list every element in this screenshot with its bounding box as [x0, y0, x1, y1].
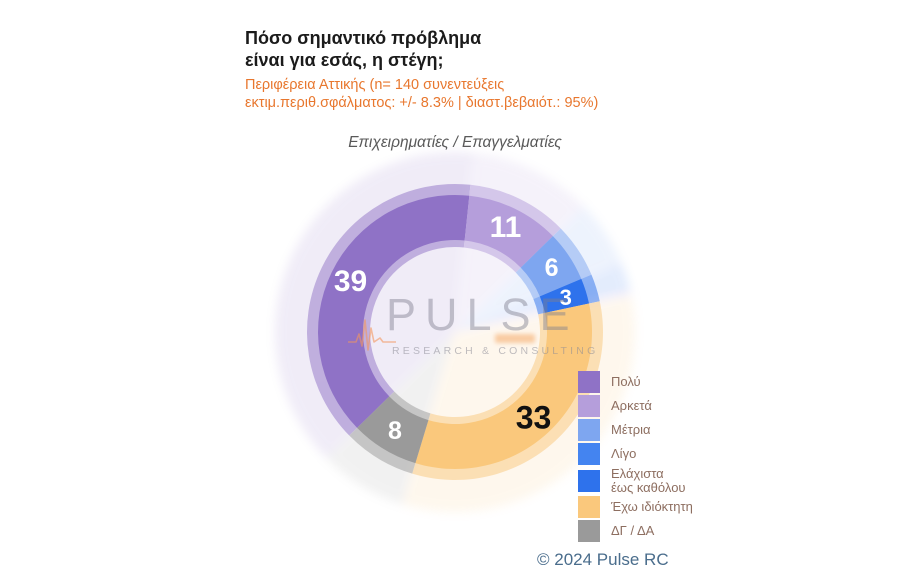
donut-segment-11: [464, 195, 553, 268]
legend-item-6: ΔΓ / ΔΑ: [578, 520, 693, 542]
value-label-11: 11: [490, 211, 522, 244]
value-label-39: 39: [334, 265, 367, 298]
donut-segment-33: [415, 303, 593, 469]
legend-swatch-1: [578, 395, 600, 417]
question-title-line1: Πόσο σημαντικό πρόβλημα: [245, 28, 482, 48]
chart-group-title: Επιχειρηματίες / Επαγγελματίες: [348, 134, 562, 151]
legend-label-0: Πολύ: [611, 374, 641, 390]
legend-swatch-3: [578, 443, 600, 465]
legend-swatch-5: [578, 496, 600, 518]
donut-main-ring: [318, 195, 593, 469]
question-header: Πόσο σημαντικό πρόβλημα είναι για εσάς, …: [245, 27, 598, 112]
legend-label-6: ΔΓ / ΔΑ: [611, 523, 655, 539]
value-label-33: 33: [516, 399, 552, 435]
sample-note: Περιφέρεια Αττικής (n= 140 συνεντεύξεις …: [245, 76, 598, 112]
legend-label-5: Έχω ιδιόκτητη: [611, 499, 693, 515]
legend-swatch-2: [578, 419, 600, 441]
chart-legend: Πολύ Αρκετά Μέτρια Λίγο Ελάχιστα έως καθόλου…: [578, 371, 693, 542]
legend-item-4: Ελάχιστα έως καθόλου: [578, 467, 693, 494]
legend-swatch-4: [578, 469, 600, 492]
legend-label-1: Αρκετά: [611, 398, 652, 414]
legend-item-3: Λίγο: [578, 443, 693, 465]
value-label-8: 8: [388, 417, 402, 445]
legend-item-1: Αρκετά: [578, 395, 693, 417]
legend-label-2: Μέτρια: [611, 422, 651, 438]
legend-item-5: Έχω ιδιόκτητη: [578, 496, 693, 518]
copyright-text: © 2024 Pulse RC: [537, 550, 669, 569]
watermark-tagline: RESEARCH & CONSULTING: [392, 345, 599, 357]
legend-swatch-0: [578, 371, 600, 393]
legend-item-0: Πολύ: [578, 371, 693, 393]
value-label-3: 3: [560, 285, 572, 310]
legend-item-2: Μέτρια: [578, 419, 693, 441]
sample-note-line1: Περιφέρεια Αττικής (n= 140 συνεντεύξεις: [245, 77, 505, 93]
heartbeat-icon: [348, 319, 396, 351]
donut-segment-3: [539, 278, 590, 313]
legend-swatch-6: [578, 520, 600, 542]
pulse-watermark: PULSE RESEARCH & CONSULTING: [340, 292, 595, 372]
donut-segment-8: [357, 396, 429, 464]
donut-segment-6: [520, 236, 582, 297]
sample-note-line2: εκτιμ.περιθ.σφάλματος: +/- 8.3% | διαστ.…: [245, 95, 599, 111]
watermark-brand-text: PULSE: [386, 289, 579, 340]
legend-label-3: Λίγο: [611, 446, 637, 462]
donut-segment-39: [318, 195, 470, 428]
watermark-orange-mark: [495, 334, 535, 343]
value-label-6: 6: [545, 254, 559, 282]
question-title-line2: είναι για εσάς, η στέγη;: [245, 50, 444, 70]
legend-label-4: Ελάχιστα έως καθόλου: [611, 466, 686, 495]
